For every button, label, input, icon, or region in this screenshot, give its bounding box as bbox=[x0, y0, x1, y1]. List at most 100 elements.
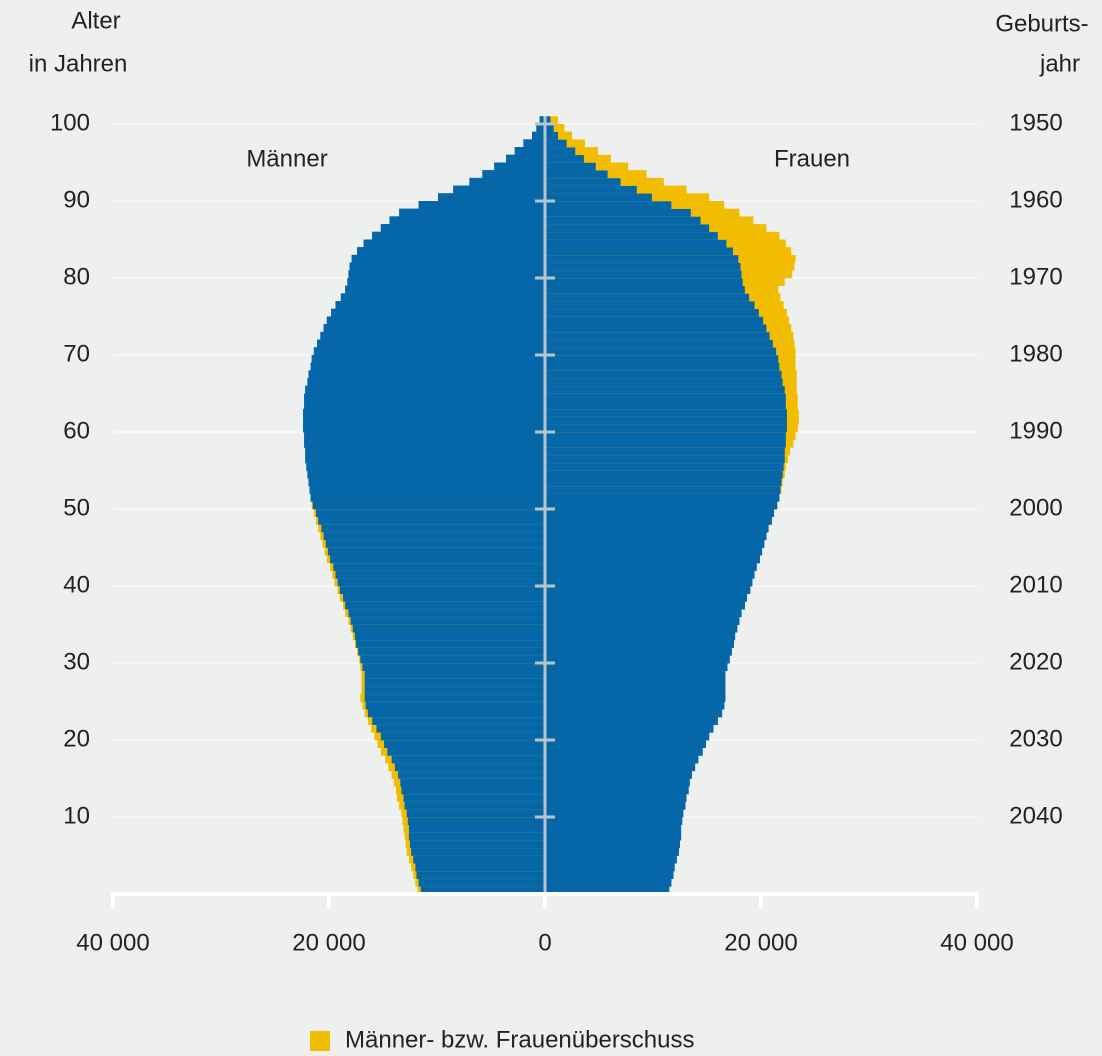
bar bbox=[313, 347, 545, 356]
bar bbox=[545, 609, 742, 618]
bar bbox=[364, 678, 545, 687]
bar bbox=[380, 732, 545, 741]
bar bbox=[545, 670, 726, 679]
bar bbox=[545, 462, 784, 471]
bar bbox=[545, 331, 770, 340]
bar bbox=[358, 647, 545, 656]
bar bbox=[545, 470, 783, 479]
bar bbox=[545, 247, 733, 256]
bar bbox=[453, 185, 545, 194]
bar bbox=[545, 840, 680, 849]
bar bbox=[545, 786, 689, 795]
bar bbox=[398, 770, 545, 779]
bar bbox=[545, 870, 674, 879]
bar bbox=[545, 347, 777, 356]
y-tick-label: 10 bbox=[63, 802, 90, 829]
y2-tick-label: 2020 bbox=[1009, 648, 1062, 675]
bar bbox=[404, 801, 545, 810]
bar bbox=[536, 124, 545, 132]
bar bbox=[545, 293, 750, 302]
bar bbox=[325, 539, 545, 548]
bar bbox=[309, 485, 545, 494]
bar bbox=[331, 308, 545, 317]
bar bbox=[418, 201, 545, 209]
bar bbox=[345, 601, 545, 610]
bar bbox=[348, 270, 545, 279]
bar bbox=[310, 362, 545, 371]
bar bbox=[305, 447, 545, 456]
bar bbox=[337, 578, 545, 587]
bar bbox=[545, 285, 745, 294]
bar bbox=[545, 732, 710, 741]
bar bbox=[545, 208, 691, 217]
bar bbox=[360, 655, 545, 664]
bar bbox=[545, 301, 755, 310]
bar bbox=[406, 809, 545, 818]
bar bbox=[394, 763, 545, 772]
bar bbox=[545, 408, 787, 417]
bar bbox=[545, 231, 718, 240]
bar bbox=[364, 686, 545, 695]
y2-tick-label: 2010 bbox=[1009, 571, 1062, 598]
bar bbox=[357, 247, 545, 256]
bar bbox=[352, 624, 545, 633]
bar bbox=[469, 177, 545, 186]
bar bbox=[545, 154, 584, 163]
bar bbox=[323, 532, 545, 541]
bar bbox=[420, 886, 545, 895]
bar bbox=[545, 447, 785, 456]
bar bbox=[321, 524, 545, 533]
y2-tick-label: 1950 bbox=[1009, 109, 1062, 136]
bar bbox=[545, 139, 567, 148]
bar bbox=[416, 870, 545, 879]
x-tick-label: 0 bbox=[538, 929, 551, 956]
bar bbox=[545, 324, 767, 333]
bar bbox=[545, 562, 757, 571]
bar bbox=[351, 254, 545, 263]
bar bbox=[367, 709, 545, 718]
bar bbox=[307, 378, 545, 387]
bar bbox=[364, 670, 545, 679]
bar bbox=[539, 116, 545, 125]
bar bbox=[391, 755, 545, 764]
bar bbox=[545, 724, 714, 733]
bar bbox=[339, 586, 545, 594]
bar bbox=[545, 778, 690, 787]
bar bbox=[545, 401, 786, 410]
bar bbox=[372, 716, 545, 725]
bar bbox=[545, 793, 687, 802]
bar bbox=[545, 339, 773, 348]
bar bbox=[376, 724, 545, 733]
surplus-bar bbox=[545, 116, 558, 125]
bar bbox=[545, 547, 763, 556]
y-tick-label: 90 bbox=[63, 186, 90, 213]
bar bbox=[545, 801, 686, 810]
y2-tick-label: 1970 bbox=[1009, 263, 1062, 290]
bar bbox=[310, 493, 545, 502]
bar bbox=[356, 639, 545, 648]
bar bbox=[545, 709, 723, 718]
bar bbox=[411, 847, 545, 856]
y-tick-label: 80 bbox=[63, 263, 90, 290]
bar bbox=[304, 432, 545, 440]
bar bbox=[545, 578, 753, 587]
y2-tick-label: 1990 bbox=[1009, 417, 1062, 444]
bar bbox=[545, 393, 786, 402]
bar bbox=[545, 524, 769, 533]
bar bbox=[418, 878, 545, 887]
y-tick-label: 70 bbox=[63, 340, 90, 367]
bar bbox=[305, 385, 545, 394]
bar bbox=[545, 493, 780, 502]
bar bbox=[304, 439, 545, 448]
bar bbox=[545, 193, 652, 202]
bar bbox=[545, 116, 551, 125]
bar bbox=[438, 193, 545, 202]
y-tick-label: 50 bbox=[63, 494, 90, 521]
y-tick-label: 100 bbox=[50, 109, 90, 136]
bar bbox=[545, 147, 576, 156]
bar bbox=[318, 516, 545, 525]
bar bbox=[545, 809, 684, 818]
bar bbox=[545, 539, 765, 548]
